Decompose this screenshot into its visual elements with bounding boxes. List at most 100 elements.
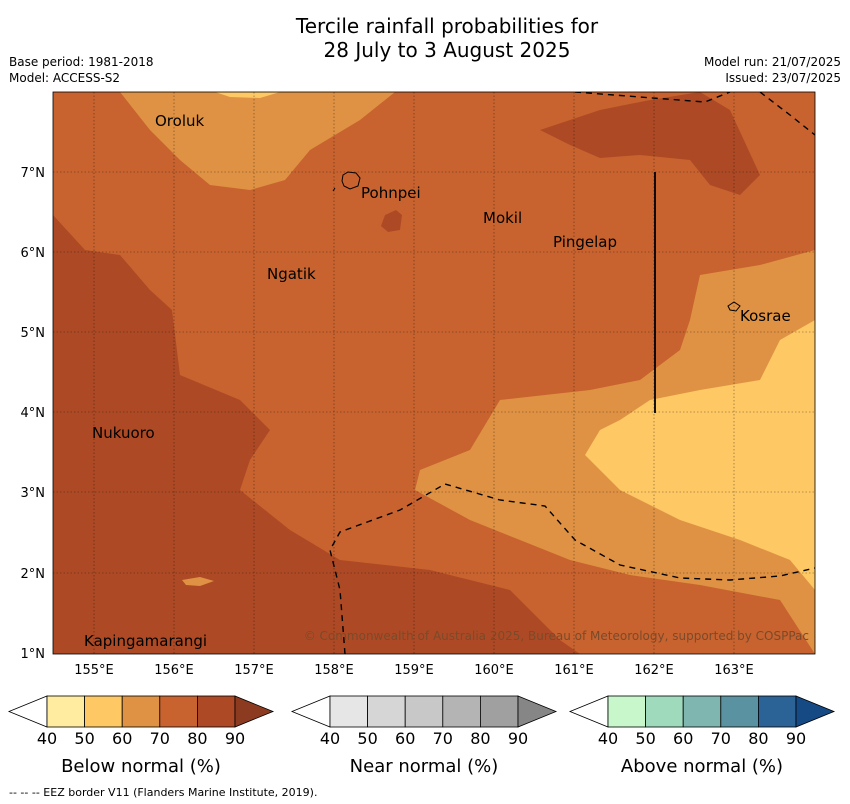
colorbar-segment bbox=[159, 695, 198, 728]
label-kapingamarangi: Kapingamarangi bbox=[84, 632, 207, 650]
colorbar-tick: 40 bbox=[598, 729, 618, 748]
colorbar-segment bbox=[720, 695, 759, 728]
colorbar-tick: 90 bbox=[786, 729, 806, 748]
lat-tick: 3°N bbox=[21, 486, 46, 501]
colorbar-tick: 80 bbox=[470, 729, 490, 748]
lon-tick: 159°E bbox=[394, 663, 434, 678]
island-outlines bbox=[332, 171, 741, 312]
eez-border-northeast bbox=[759, 92, 815, 136]
lat-tick: 6°N bbox=[21, 246, 46, 261]
map-title: Tercile rainfall probabilities for 28 Ju… bbox=[0, 14, 850, 62]
lat-tick: 5°N bbox=[21, 326, 46, 341]
meta-right: Model run: 21/07/2025 Issued: 23/07/2025 bbox=[704, 54, 841, 86]
lon-tick: 163°E bbox=[714, 663, 754, 678]
colorbar-segment bbox=[329, 695, 368, 728]
kosrae-outline bbox=[727, 301, 741, 312]
colorbar-extend-high bbox=[234, 695, 275, 728]
colorbar-tick: 80 bbox=[748, 729, 768, 748]
label-ngatik: Ngatik bbox=[267, 265, 316, 283]
colorbar-tick: 40 bbox=[37, 729, 57, 748]
place-labels: Oroluk Pohnpei Mokil Pingelap Ngatik Kos… bbox=[84, 112, 791, 650]
colorbar-segment bbox=[84, 695, 123, 728]
graticule bbox=[53, 92, 815, 654]
label-kosrae: Kosrae bbox=[740, 307, 791, 325]
colorbar-tick: 70 bbox=[711, 729, 731, 748]
lon-tick: 160°E bbox=[474, 663, 514, 678]
colorbar-segment bbox=[196, 695, 236, 728]
lon-tick: 162°E bbox=[634, 663, 674, 678]
colorbar-tick: 40 bbox=[320, 729, 340, 748]
colorbar-tick: 70 bbox=[150, 729, 170, 748]
issued-date: Issued: 23/07/2025 bbox=[725, 71, 841, 85]
colorbar-title: Above normal (%) bbox=[621, 756, 783, 777]
title-line-2: 28 July to 3 August 2025 bbox=[323, 38, 571, 62]
colorbar-segment bbox=[645, 695, 684, 728]
meta-left: Base period: 1981-2018 Model: ACCESS-S2 bbox=[9, 54, 154, 86]
colorbar-title: Below normal (%) bbox=[61, 756, 221, 777]
copyright-credit: © Commonwealth of Australia 2025, Bureau… bbox=[304, 629, 809, 643]
colorbar-segment bbox=[442, 695, 481, 728]
lon-tick: 156°E bbox=[154, 663, 194, 678]
lat-tick: 2°N bbox=[21, 567, 46, 582]
probability-field bbox=[53, 92, 815, 654]
colorbar-tick: 60 bbox=[112, 729, 132, 748]
field-50-60-southeast bbox=[585, 320, 815, 590]
lon-tick: 155°E bbox=[74, 663, 114, 678]
colorbar-title: Near normal (%) bbox=[350, 756, 499, 777]
colorbar-segment bbox=[682, 695, 722, 728]
colorbar-tick: 90 bbox=[508, 729, 528, 748]
colorbar-tick: 50 bbox=[74, 729, 94, 748]
longitude-ticks: 155°E 156°E 157°E 158°E 159°E 160°E 161°… bbox=[74, 663, 754, 678]
model-run: Model run: 21/07/2025 bbox=[703, 55, 841, 69]
field-50-60-north bbox=[215, 92, 280, 98]
label-oroluk: Oroluk bbox=[155, 112, 204, 130]
eez-footnote: -- -- -- EEZ border V11 (Flanders Marine… bbox=[9, 786, 318, 799]
colorbar-tick: 60 bbox=[673, 729, 693, 748]
lat-tick: 7°N bbox=[21, 166, 46, 181]
label-pingelap: Pingelap bbox=[553, 233, 617, 251]
eez-border-north bbox=[574, 92, 731, 103]
colorbar-extend-high bbox=[517, 695, 558, 728]
field-60-70-patch bbox=[182, 577, 214, 586]
colorbar-segment bbox=[46, 695, 85, 728]
label-mokil: Mokil bbox=[483, 209, 522, 227]
lon-tick: 157°E bbox=[234, 663, 274, 678]
label-pohnpei: Pohnpei bbox=[361, 184, 421, 202]
title-line-1: Tercile rainfall probabilities for bbox=[295, 14, 599, 38]
model-name: Model: ACCESS-S2 bbox=[9, 71, 121, 85]
colorbar-segment bbox=[479, 695, 519, 728]
colorbar-tick: 60 bbox=[395, 729, 415, 748]
colorbar-tick: 50 bbox=[357, 729, 377, 748]
colorbar-extend-low bbox=[7, 695, 48, 728]
colorbar-tick: 90 bbox=[225, 729, 245, 748]
lon-tick: 161°E bbox=[554, 663, 594, 678]
field-60-70-north bbox=[120, 92, 395, 190]
eez-border-south bbox=[329, 483, 815, 654]
colorbar-segment bbox=[404, 695, 444, 728]
colorbar-extend-low bbox=[290, 695, 331, 728]
map-frame bbox=[52, 91, 816, 655]
lon-tick: 158°E bbox=[314, 663, 354, 678]
colorbar-segment bbox=[758, 695, 797, 728]
field-80-patch bbox=[381, 210, 402, 232]
field-80-west bbox=[53, 215, 580, 654]
colorbar-2: 40 50 60 70 80 90 Near normal (%) bbox=[290, 695, 558, 777]
colorbar-tick: 70 bbox=[433, 729, 453, 748]
colorbar-segment bbox=[607, 695, 646, 728]
lat-tick: 1°N bbox=[21, 647, 46, 662]
colorbar-extend-low bbox=[568, 695, 609, 728]
base-period: Base period: 1981-2018 bbox=[9, 55, 154, 69]
pohnpei-outline bbox=[341, 171, 361, 190]
latitude-ticks: 7°N 6°N 5°N 4°N 3°N 2°N 1°N bbox=[21, 166, 46, 662]
field-80-northeast bbox=[540, 92, 760, 195]
colorbar-tick: 80 bbox=[187, 729, 207, 748]
lat-tick: 4°N bbox=[21, 406, 46, 421]
colorbar-segment bbox=[367, 695, 406, 728]
eez-borders bbox=[329, 92, 815, 654]
colorbar-tick: 50 bbox=[635, 729, 655, 748]
colorbar-segment bbox=[121, 695, 161, 728]
